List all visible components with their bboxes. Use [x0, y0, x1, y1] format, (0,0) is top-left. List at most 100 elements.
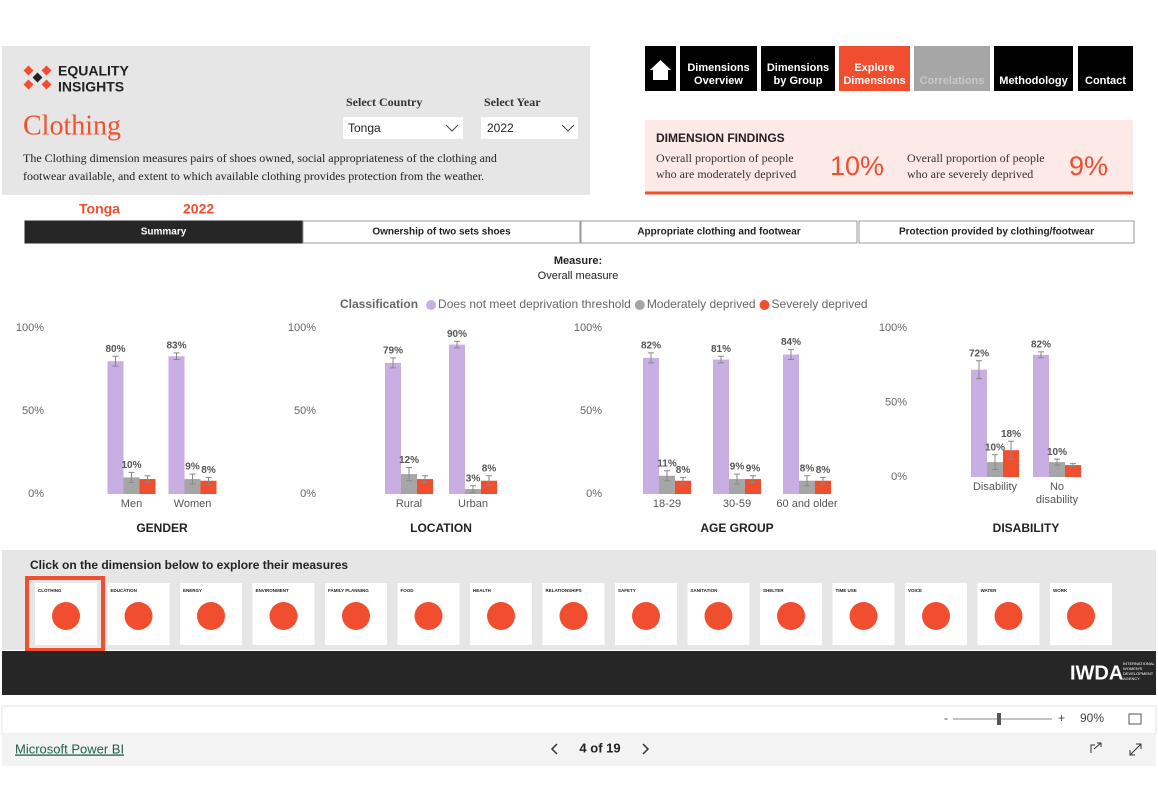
x-tick-text: Disability	[972, 481, 1017, 493]
fullscreen[interactable]	[1129, 743, 1142, 756]
dimension-label: RELATIONSHIPS	[546, 588, 582, 593]
bar	[139, 479, 156, 494]
error-bar	[976, 360, 982, 380]
dimension-icon	[124, 602, 153, 630]
data-label: 9%	[746, 463, 761, 474]
nav-button[interactable]	[1078, 46, 1133, 91]
dimension-title: Clothing	[23, 110, 121, 141]
tab[interactable]	[24, 220, 303, 244]
nav-button[interactable]	[839, 46, 910, 91]
measure-label: Measure:	[554, 255, 602, 267]
error-bar	[128, 471, 135, 483]
error-bar	[680, 476, 686, 485]
next-page[interactable]	[642, 743, 650, 755]
error-bar	[173, 352, 180, 361]
tab[interactable]	[302, 220, 581, 244]
x-tick-text: 18-29	[652, 498, 682, 510]
error-bar	[1008, 440, 1014, 460]
data-label: 12%	[399, 455, 419, 466]
data-label: 83%	[166, 341, 186, 352]
error-bar	[750, 475, 756, 483]
error-bar	[470, 485, 476, 493]
dimension-label: ENERGY	[183, 588, 202, 593]
x-tick-label: Urban	[458, 498, 488, 510]
y-tick-label: 100%	[16, 322, 44, 334]
legend-label: Does not meet deprivation threshold	[438, 297, 631, 311]
tab[interactable]	[580, 220, 858, 244]
bar	[184, 479, 201, 494]
y-tick-label: 0%	[300, 488, 316, 500]
dimension-prompt: Click on the dimension below to explore …	[30, 558, 348, 572]
y-tick-label: 0%	[586, 488, 602, 500]
legend-label: Severely deprived	[772, 297, 868, 311]
zoom-out[interactable]: -	[944, 711, 948, 725]
description: footwear available, and extent to which …	[23, 169, 484, 183]
dimension-label: WORK	[1053, 588, 1068, 593]
bar	[200, 480, 217, 494]
nav-button[interactable]	[994, 46, 1073, 91]
nav-label: by Group	[774, 75, 823, 87]
tab[interactable]	[858, 220, 1135, 244]
share[interactable]	[1090, 742, 1102, 753]
dimension-icon	[849, 602, 878, 630]
dropdown-value: Tonga	[348, 121, 381, 135]
dimension-icon	[559, 602, 588, 630]
finding-text: who are moderately deprived	[656, 167, 796, 181]
data-label: 8%	[816, 465, 831, 476]
footer-logo-sub: AGENCY	[1123, 676, 1140, 681]
error-bar	[648, 352, 654, 364]
legend-swatch	[634, 300, 645, 310]
country-dropdown[interactable]	[343, 117, 463, 139]
power-bi-link[interactable]: Microsoft Power BI	[15, 741, 124, 756]
error-bar	[804, 475, 810, 487]
x-tick-text: Urban	[458, 498, 488, 510]
year-dropdown[interactable]	[481, 117, 578, 139]
data-label: 10%	[121, 460, 141, 471]
bar	[713, 359, 729, 494]
nav-button[interactable]	[680, 46, 757, 91]
bar	[799, 480, 815, 494]
chevron	[561, 124, 575, 132]
error-bar	[718, 355, 724, 364]
tab-label: Summary	[141, 227, 187, 238]
nav-label: Contact	[1085, 75, 1126, 87]
prev-page[interactable]	[550, 743, 558, 755]
data-label: 10%	[985, 442, 1005, 453]
data-label: 80%	[105, 344, 125, 355]
data-label: 8%	[482, 463, 497, 474]
finding-value: 10%	[830, 151, 884, 181]
zoom-thumb[interactable]	[997, 713, 1001, 725]
selected-country: Tonga	[79, 201, 120, 217]
x-tick-text: No disability	[1035, 481, 1079, 506]
legend-title: Classification	[340, 297, 418, 311]
data-label: 9%	[730, 462, 745, 473]
chevron	[445, 124, 459, 132]
x-tick-label: No disability	[1035, 481, 1079, 506]
data-label: 9%	[185, 462, 200, 473]
error-bar	[112, 355, 119, 367]
error-bar	[1070, 463, 1076, 468]
home-icon	[650, 60, 671, 80]
dimension-icon	[1067, 602, 1095, 630]
bar	[971, 369, 987, 477]
zoom-in[interactable]: +	[1058, 711, 1065, 725]
error-bar	[992, 454, 998, 471]
x-tick-label: 18-29	[652, 498, 682, 510]
nav-button[interactable]	[914, 46, 990, 91]
tab-label: Protection provided by clothing/footwear	[899, 227, 1094, 238]
legend-swatch	[426, 300, 437, 310]
tab-label: Appropriate clothing and footwear	[637, 227, 800, 238]
bar	[745, 479, 761, 494]
data-label: 8%	[676, 465, 691, 476]
zoom-bar	[1, 705, 1157, 735]
data-label: 82%	[641, 341, 661, 352]
footer-logo-sub: DEVELOPMENT	[1123, 671, 1154, 676]
x-tick-label: Women	[174, 498, 212, 510]
error-bar	[422, 475, 428, 483]
nav-button[interactable]	[761, 46, 835, 91]
fit-page[interactable]	[1128, 713, 1142, 725]
x-tick-label: Disability	[972, 481, 1017, 493]
nav-label: Methodology	[999, 75, 1068, 87]
